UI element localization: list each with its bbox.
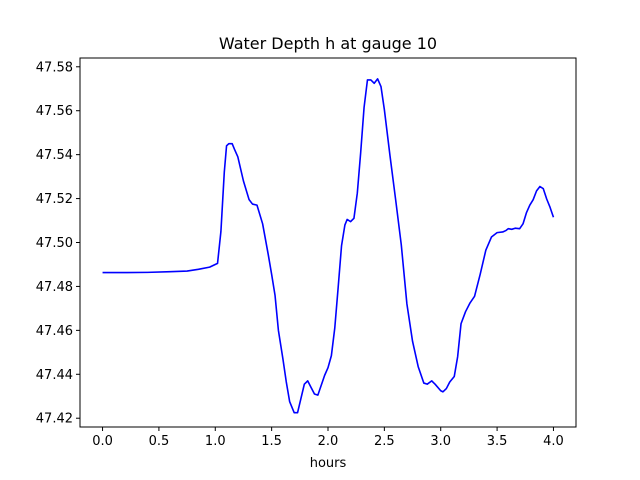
x-tick-label: 1.5 [261,434,282,449]
x-tick-label: 3.0 [430,434,451,449]
x-tick-label: 3.5 [487,434,508,449]
x-axis-title: hours [310,456,347,471]
y-tick-label: 47.56 [36,104,73,119]
chart-title: Water Depth h at gauge 10 [219,34,437,53]
y-tick-label: 47.54 [36,148,73,163]
y-tick-label: 47.46 [36,324,73,339]
y-axis: 47.42 47.44 47.46 47.48 47.50 47.52 47.54 47.56… [36,60,80,427]
y-tick-label: 47.42 [36,412,73,427]
x-tick-label: 2.0 [318,434,339,449]
y-tick-label: 47.52 [36,192,73,207]
plot-frame [79,57,577,428]
y-tick-label: 47.44 [36,368,73,383]
x-tick-label: 1.0 [205,434,226,449]
x-axis: 0.0 0.5 1.0 1.5 2.0 2.5 3.0 3.5 4.0 [92,427,564,449]
y-tick-label: 47.48 [36,280,73,295]
y-tick-label: 47.58 [36,60,73,75]
y-tick-label: 47.50 [36,236,73,251]
series-line-0 [102,78,555,414]
plot-area [79,57,577,428]
x-tick-label: 2.5 [374,434,395,449]
x-tick-label: 0.0 [92,434,113,449]
x-tick-label: 4.0 [543,434,564,449]
x-tick-label: 0.5 [149,434,170,449]
